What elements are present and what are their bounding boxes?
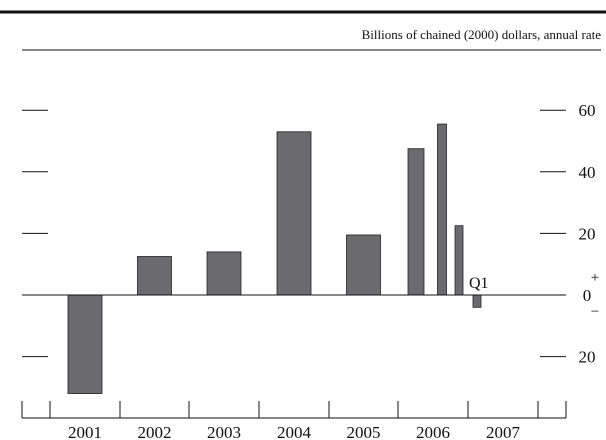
y-tick-label: 20 [579, 224, 596, 243]
bar-2006-q1 [407, 148, 425, 296]
bar-2004 [276, 131, 312, 296]
bar-2002 [137, 256, 172, 296]
bars [67, 123, 482, 394]
x-year-label: 2004 [277, 423, 312, 440]
y-tick-label: 40 [579, 163, 596, 182]
annotation-q1: Q1 [469, 275, 489, 292]
units-label: Billions of chained (2000) dollars, annu… [362, 27, 602, 42]
x-year-label: 2003 [207, 423, 241, 440]
zero-plus-sign: + [591, 270, 599, 286]
x-year-label: 2005 [347, 423, 381, 440]
y-tick-marks [22, 109, 566, 358]
y-tick-label: 20 [579, 348, 596, 367]
bar-2006-q3 [454, 225, 464, 296]
y-tick-label: 0 [583, 286, 592, 305]
x-axis: 2001 2002 2003 2004 2005 2006 2007 [21, 401, 567, 440]
bar-2001 [67, 294, 103, 394]
x-year-label: 2001 [68, 423, 102, 440]
y-tick-label: 60 [579, 101, 596, 120]
bar-2006-q2 [437, 123, 447, 296]
x-year-label: 2006 [416, 423, 450, 440]
bar-2005 [346, 234, 381, 296]
y-tick-labels: 60 40 20 0 20 [579, 101, 596, 366]
bar-2006-q4 [472, 294, 482, 308]
zero-minus-sign: − [591, 304, 599, 320]
x-year-label: 2007 [486, 423, 521, 440]
bar-2003 [206, 251, 242, 296]
x-year-label: 2002 [138, 423, 172, 440]
